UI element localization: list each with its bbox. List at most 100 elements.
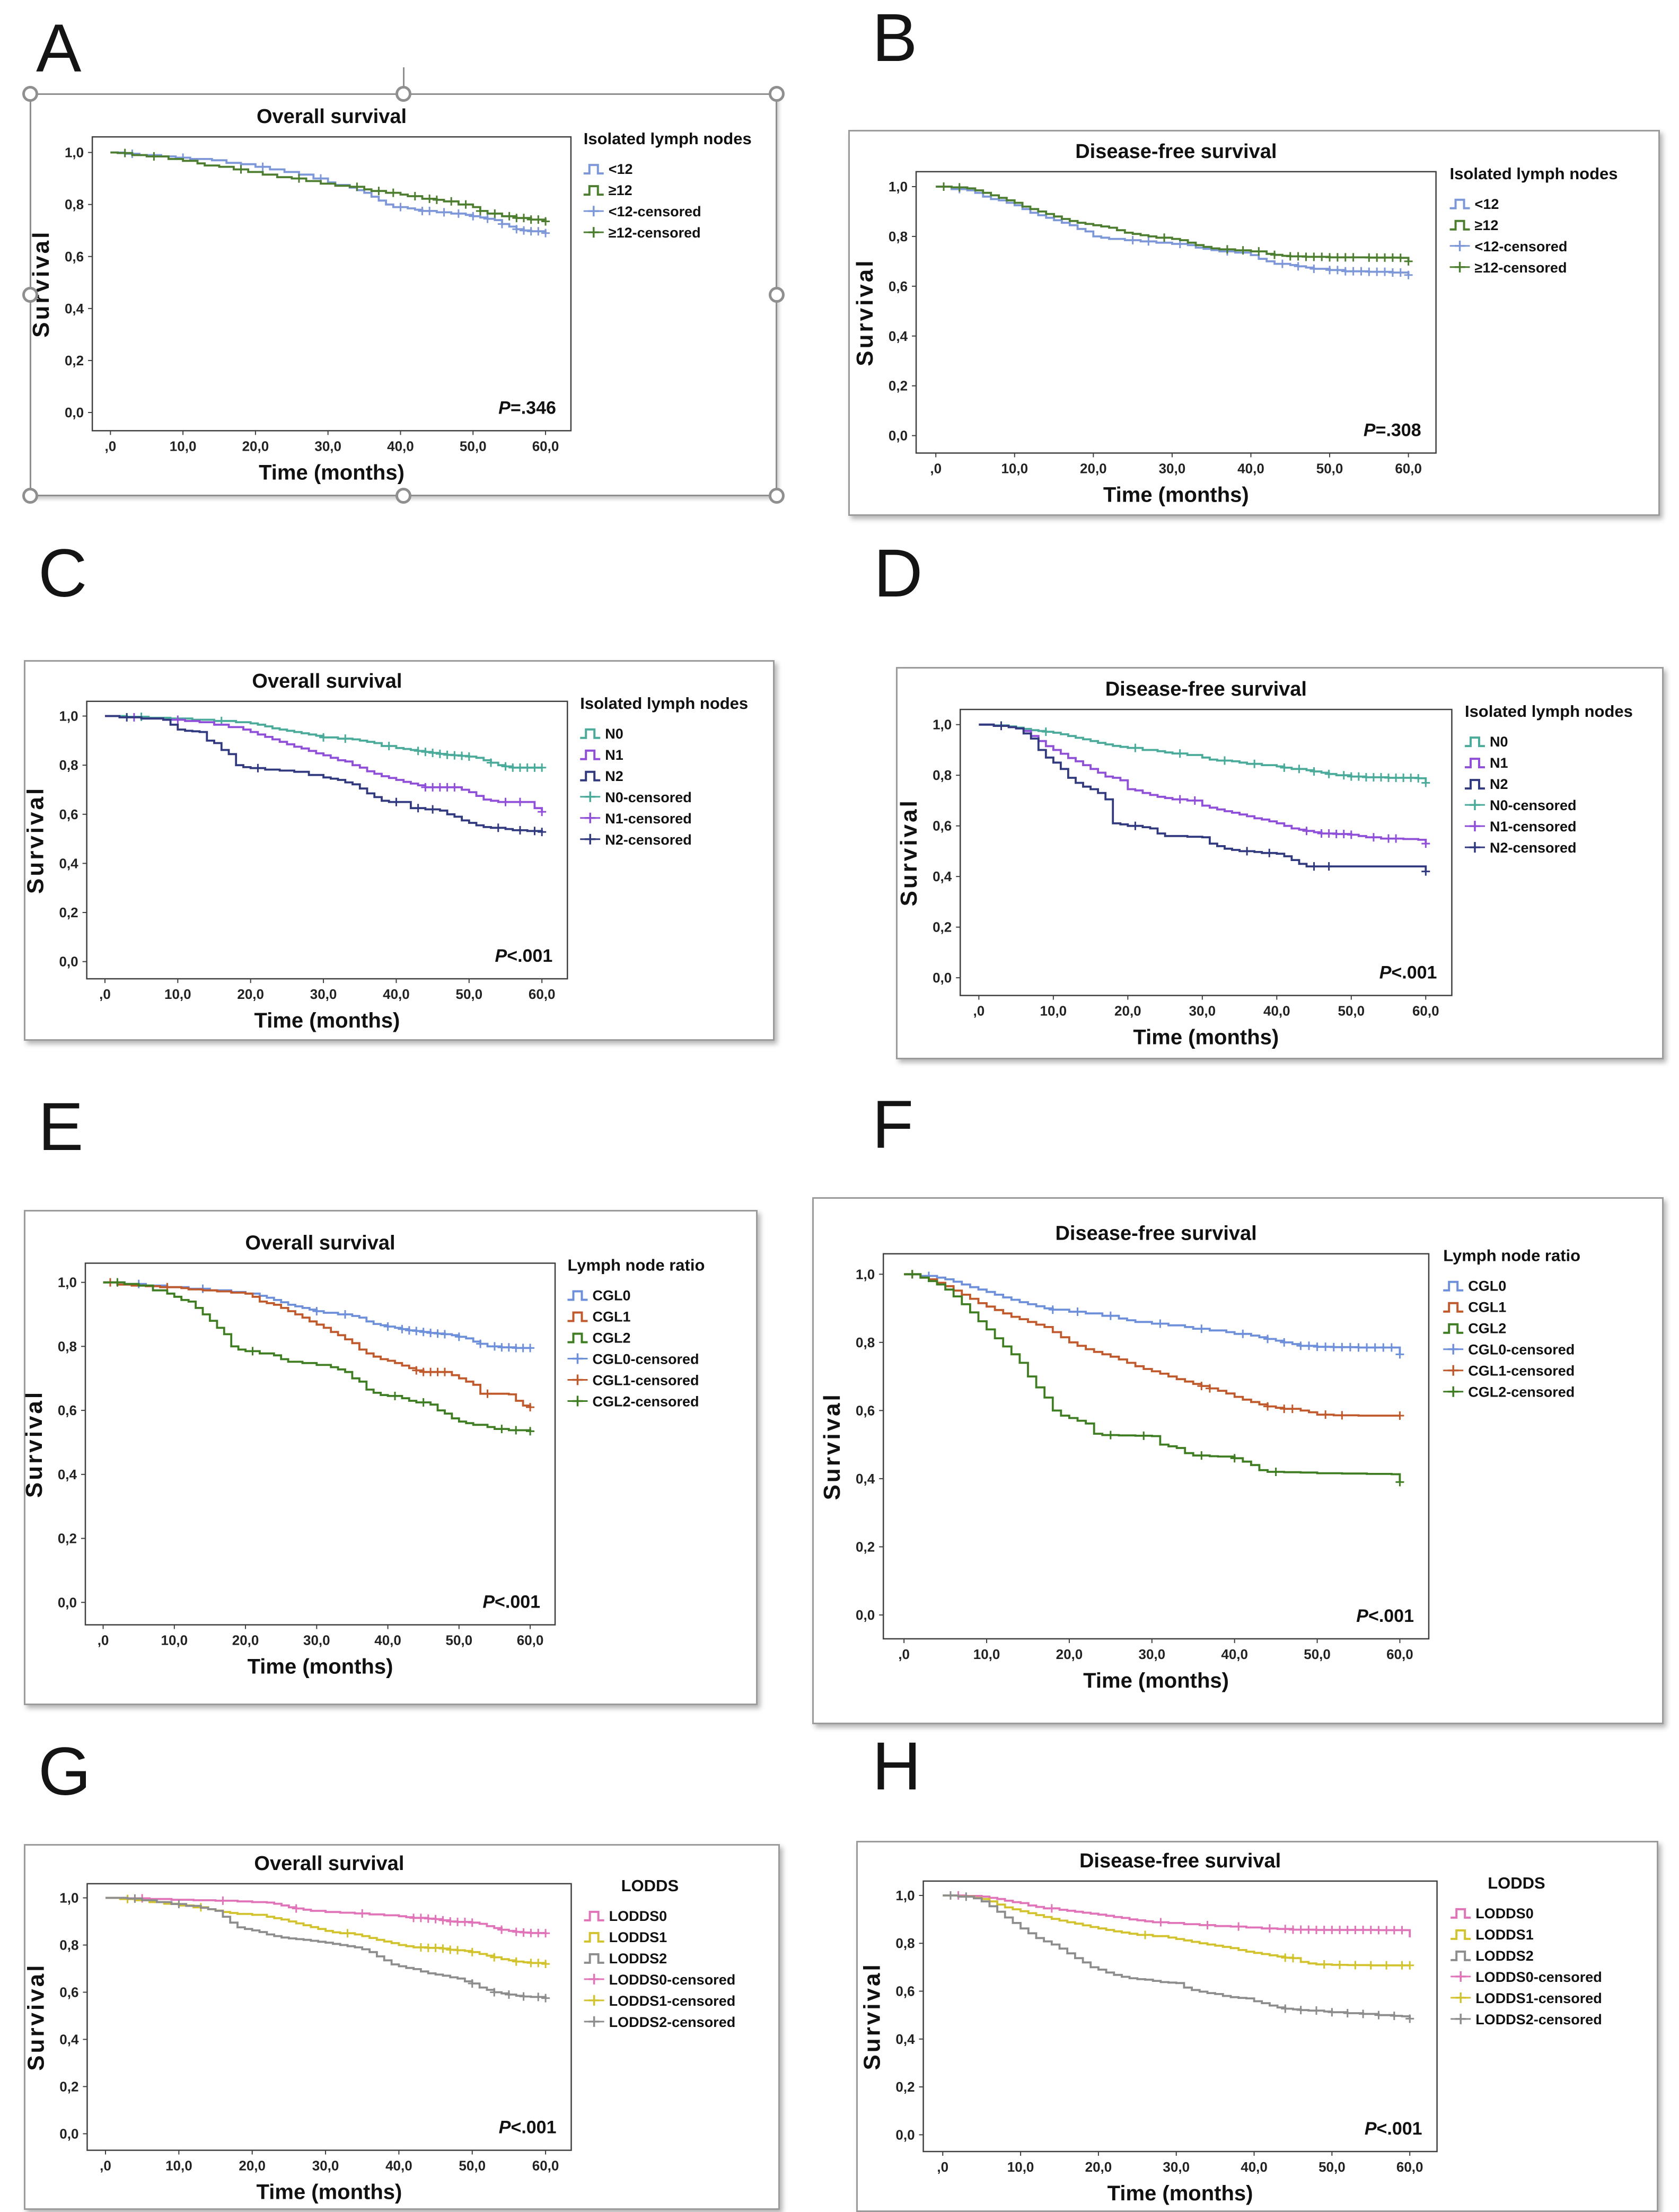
y-axis-title: Survival xyxy=(28,230,54,338)
legend-title: Lymph node ratio xyxy=(1443,1247,1580,1265)
plot-area-box xyxy=(922,1880,1438,2153)
y-tick-label: 0,0 xyxy=(856,1607,875,1623)
legend-title: Isolated lymph nodes xyxy=(584,129,752,148)
selection-handle-top-center[interactable] xyxy=(395,86,411,102)
y-tick-label: 1,0 xyxy=(856,1266,875,1282)
panel-frame-dfs-n-stage[interactable]: Disease-free survival 1,0 0,8 0,6 0,4 0,2 0,0,… xyxy=(896,667,1664,1059)
chart-title: Disease-free survival xyxy=(1055,1223,1256,1245)
legend-entry: ≥12-censored xyxy=(583,225,701,241)
legend-step-glyph xyxy=(580,770,601,782)
survival-curve-n1 xyxy=(105,715,543,812)
chart-title: Disease-free survival xyxy=(1079,1850,1281,1872)
legend-title: Isolated lymph nodes xyxy=(1450,164,1618,183)
legend-entry: N0 xyxy=(580,726,623,742)
selection-handle-bottom-right[interactable] xyxy=(769,488,785,504)
legend-step-glyph xyxy=(580,749,601,760)
x-tick-label: 20,0 xyxy=(1114,1003,1141,1019)
x-tick-label: ,0 xyxy=(104,438,116,454)
p-value: P<.001 xyxy=(1356,1606,1414,1626)
x-tick-label: ,0 xyxy=(99,986,111,1002)
legend-label: ≥12 xyxy=(1475,217,1499,233)
x-tick-label: 60,0 xyxy=(1386,1646,1413,1662)
y-tick-label: 0,0 xyxy=(58,1594,77,1610)
legend-step-glyph xyxy=(567,1311,588,1322)
legend-entry: N2-censored xyxy=(1464,840,1577,856)
panel-frame-os-lymph-node-ratio[interactable]: Overall survival 1,0 0,8 0,6 0,4 0,2 0,0 ,0 10,0… xyxy=(21,1210,758,1705)
legend-entry: CGL1 xyxy=(1443,1300,1506,1315)
plot-area-box xyxy=(86,700,568,980)
chart-title: Overall survival xyxy=(245,1232,395,1254)
legend-entry: N2 xyxy=(1464,776,1508,792)
x-tick-label: 40,0 xyxy=(1237,460,1264,476)
x-tick-label: ,0 xyxy=(930,460,942,476)
x-tick-label: 10,0 xyxy=(164,986,191,1002)
legend-label: LODDS0-censored xyxy=(1475,1969,1602,1985)
selection-handle-mid-right[interactable] xyxy=(769,287,785,303)
panel-frame-dfs-lymph-node-ratio[interactable]: Disease-free survival 1,0 0,8 0,6 0,4 0,2 0,0,… xyxy=(812,1197,1664,1724)
survival-curve-n1 xyxy=(979,723,1427,844)
legend-entry: N2 xyxy=(580,768,623,784)
panel-label-b: B xyxy=(872,0,918,76)
x-tick-label: 50,0 xyxy=(460,438,487,454)
selection-handle-mid-left[interactable] xyxy=(22,287,38,303)
survival-curve-n2 xyxy=(979,723,1427,872)
y-tick-label: 0,0 xyxy=(895,2127,915,2143)
panel-frame-os-n-stage[interactable]: Overall survival 1,0 0,8 0,6 0,4 0,2 0,0 ,0 10,0… xyxy=(23,660,775,1041)
legend-entry: LODDS1-censored xyxy=(1451,1990,1602,2006)
y-tick-label: 0,6 xyxy=(59,1984,78,2000)
legend-entry: CGL2 xyxy=(1443,1321,1506,1337)
legend-entry: N1 xyxy=(1464,755,1508,771)
y-tick-label: 1,0 xyxy=(59,1890,78,1906)
survival-curve-lodds0 xyxy=(106,1897,547,1934)
panel-frame-dfs-lodds[interactable]: Disease-free survival 1,0 0,8 0,6 0,4 0,2 0,0,… xyxy=(856,1841,1658,2212)
legend-entry: CGL0-censored xyxy=(1443,1342,1575,1358)
x-tick-label: 20,0 xyxy=(1085,2159,1112,2175)
panel-label-c: C xyxy=(38,536,87,611)
x-tick-label: 30,0 xyxy=(1159,460,1186,476)
legend-label: LODDS1-censored xyxy=(609,1993,736,2009)
plot-area-box xyxy=(915,171,1437,454)
x-tick-label: 30,0 xyxy=(1163,2159,1190,2175)
y-tick-label: 0,2 xyxy=(59,2078,78,2094)
legend-entry: CGL0-censored xyxy=(567,1351,699,1367)
km-chart-b: Disease-free survival 1,0 0,8 0,6 0,4 0,2 0,0,… xyxy=(852,141,1618,507)
panel-label-d: D xyxy=(874,536,923,611)
selection-handle-bottom-left[interactable] xyxy=(22,488,38,504)
p-value: P<.001 xyxy=(482,1592,540,1612)
legend-entry: CGL1-censored xyxy=(567,1372,699,1388)
legend-label: CGL0-censored xyxy=(1468,1342,1575,1358)
legend-step-glyph xyxy=(1443,1323,1464,1334)
x-axis-title: Time (months) xyxy=(254,1009,400,1032)
x-tick-label: 20,0 xyxy=(239,2158,266,2174)
y-tick-label: 0,6 xyxy=(856,1402,875,1418)
y-tick-label: 0,0 xyxy=(65,405,84,420)
selection-handle-top-left[interactable] xyxy=(22,86,38,102)
p-value: P<.001 xyxy=(495,946,553,966)
survival-curve-cgl1 xyxy=(103,1281,531,1408)
legend-label: CGL2 xyxy=(1468,1321,1506,1337)
legend-label: N1 xyxy=(1490,755,1508,771)
y-tick-label: 0,4 xyxy=(65,301,84,317)
legend-entry: ≥12 xyxy=(583,182,632,198)
y-tick-label: 0,2 xyxy=(889,378,908,394)
legend-label: CGL1-censored xyxy=(592,1372,699,1388)
legend-step-glyph xyxy=(1449,198,1470,209)
panel-frame-dfs-isolated-nodes[interactable]: Disease-free survival 1,0 0,8 0,6 0,4 0,2 0,0,… xyxy=(848,130,1660,516)
panel-frame-os-lodds[interactable]: Overall survival 1,0 0,8 0,6 0,4 0,2 0,0 ,0 10,0… xyxy=(23,1844,780,2210)
y-tick-label: 1,0 xyxy=(59,708,78,724)
legend-entry: LODDS2 xyxy=(1451,1948,1534,1964)
km-chart-a: Overall survival 1,0 0,8 0,6 0,4 0,2 0,0 ,0 10,0… xyxy=(28,106,752,484)
km-chart-e: Overall survival 1,0 0,8 0,6 0,4 0,2 0,0 ,0 10,0… xyxy=(21,1232,705,1678)
panel-frame-overall-survival-isolated-nodes[interactable]: Overall survival 1,0 0,8 0,6 0,4 0,2 0,0 ,0 10,0… xyxy=(22,67,785,504)
y-tick-label: 0,8 xyxy=(889,229,908,244)
x-tick-label: 10,0 xyxy=(1007,2159,1034,2175)
y-tick-label: 0,2 xyxy=(59,905,78,920)
survival-curve-lodds2 xyxy=(106,1897,547,1998)
panel-label-h: H xyxy=(872,1728,921,1804)
legend-entry: CGL1 xyxy=(567,1309,630,1324)
y-tick-label: 1,0 xyxy=(65,145,84,161)
selection-handle-top-right[interactable] xyxy=(769,86,785,102)
y-tick-label: 0,8 xyxy=(856,1335,875,1350)
selection-handle-bottom-center[interactable] xyxy=(395,488,411,504)
km-chart-c: Overall survival 1,0 0,8 0,6 0,4 0,2 0,0 ,0 10,0… xyxy=(23,670,749,1032)
